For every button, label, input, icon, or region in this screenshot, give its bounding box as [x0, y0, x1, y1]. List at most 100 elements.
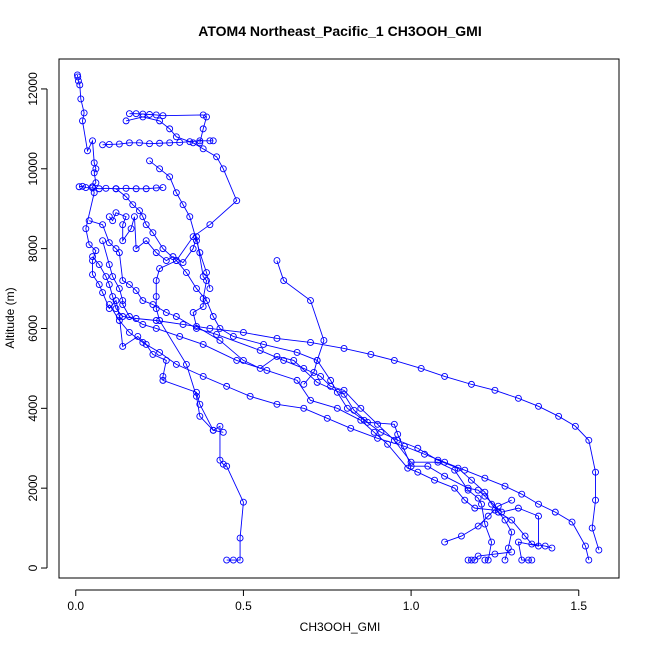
data-point — [132, 245, 140, 253]
data-point — [535, 500, 542, 508]
y-tick-label: 10000 — [26, 152, 40, 186]
data-point — [340, 386, 348, 394]
series-13 — [273, 257, 328, 388]
series-14 — [441, 496, 516, 546]
data-point — [216, 422, 224, 430]
x-tick-label: 0.0 — [67, 599, 84, 613]
data-point — [468, 556, 475, 564]
x-tick-label: 0.5 — [235, 599, 252, 613]
data-point — [193, 392, 200, 400]
data-point — [156, 165, 164, 173]
data-point — [585, 556, 593, 564]
data-point — [82, 225, 90, 233]
data-point — [300, 380, 308, 388]
data-point — [196, 137, 204, 145]
data-point — [125, 139, 133, 147]
data-point — [156, 348, 164, 356]
data-point — [74, 73, 82, 81]
series-line — [108, 304, 590, 561]
data-point — [105, 301, 113, 308]
data-point — [203, 269, 210, 277]
data-point — [196, 249, 204, 257]
data-point — [414, 444, 422, 452]
data-point — [307, 396, 314, 404]
series-line — [115, 188, 513, 561]
data-point — [92, 247, 100, 255]
data-point — [514, 504, 522, 512]
data-point — [535, 402, 542, 410]
x-tick-label: 1.5 — [570, 599, 587, 613]
data-point — [162, 309, 170, 316]
data-point — [300, 404, 308, 412]
data-point — [92, 179, 100, 187]
data-point — [179, 321, 187, 328]
data-point — [239, 329, 247, 336]
data-point — [307, 339, 314, 346]
data-point — [461, 466, 469, 474]
data-point — [176, 138, 184, 146]
series-layer — [73, 71, 603, 564]
data-point — [189, 233, 197, 241]
data-point — [256, 346, 264, 354]
data-point — [454, 464, 462, 472]
data-point — [474, 522, 482, 530]
data-point — [491, 386, 499, 394]
data-point — [256, 364, 264, 372]
data-point — [340, 344, 348, 352]
data-point — [105, 140, 113, 148]
data-point — [481, 488, 489, 496]
data-point — [390, 356, 398, 364]
data-point — [149, 301, 157, 308]
data-point — [89, 253, 96, 261]
data-point — [119, 313, 127, 320]
data-point — [464, 556, 472, 564]
data-point — [199, 372, 207, 380]
data-point — [568, 518, 576, 526]
data-point — [125, 110, 133, 118]
data-point — [139, 110, 147, 118]
data-point — [146, 111, 153, 118]
data-point — [85, 217, 93, 225]
data-point — [441, 472, 449, 480]
data-point — [132, 287, 140, 294]
data-point — [206, 325, 214, 332]
data-point — [115, 285, 123, 293]
data-point — [441, 538, 449, 546]
data-point — [152, 277, 160, 285]
data-point — [115, 249, 123, 257]
y-tick-label: 2000 — [26, 475, 40, 502]
data-point — [90, 169, 98, 177]
x-axis: 0.0 0.5 1.0 1.5 — [67, 589, 587, 613]
data-point — [79, 182, 86, 190]
data-point — [199, 295, 207, 302]
data-point — [139, 321, 147, 328]
data-point — [323, 414, 331, 422]
data-point — [246, 392, 254, 400]
y-tick-label: 12000 — [26, 72, 40, 106]
data-point — [186, 138, 194, 146]
data-point — [159, 245, 167, 253]
data-point — [390, 420, 398, 428]
data-point — [209, 313, 217, 320]
data-point — [95, 281, 103, 289]
data-point — [407, 458, 415, 466]
data-point — [176, 333, 184, 340]
data-point — [102, 273, 110, 281]
data-point — [159, 372, 167, 380]
data-point — [313, 356, 321, 364]
data-point — [122, 184, 130, 192]
data-point — [374, 434, 382, 442]
data-point — [468, 380, 475, 388]
data-point — [206, 285, 214, 293]
data-point — [417, 364, 425, 372]
data-point — [89, 271, 96, 279]
data-point — [159, 184, 167, 192]
data-point — [414, 468, 422, 476]
data-point — [219, 428, 227, 436]
data-point — [119, 237, 127, 245]
data-point — [112, 209, 120, 217]
data-point — [209, 426, 217, 434]
data-point — [199, 341, 207, 348]
data-point — [555, 412, 563, 420]
chart-title: ATOM4 Northeast_Pacific_1 CH3OOH_GMI — [198, 23, 481, 39]
